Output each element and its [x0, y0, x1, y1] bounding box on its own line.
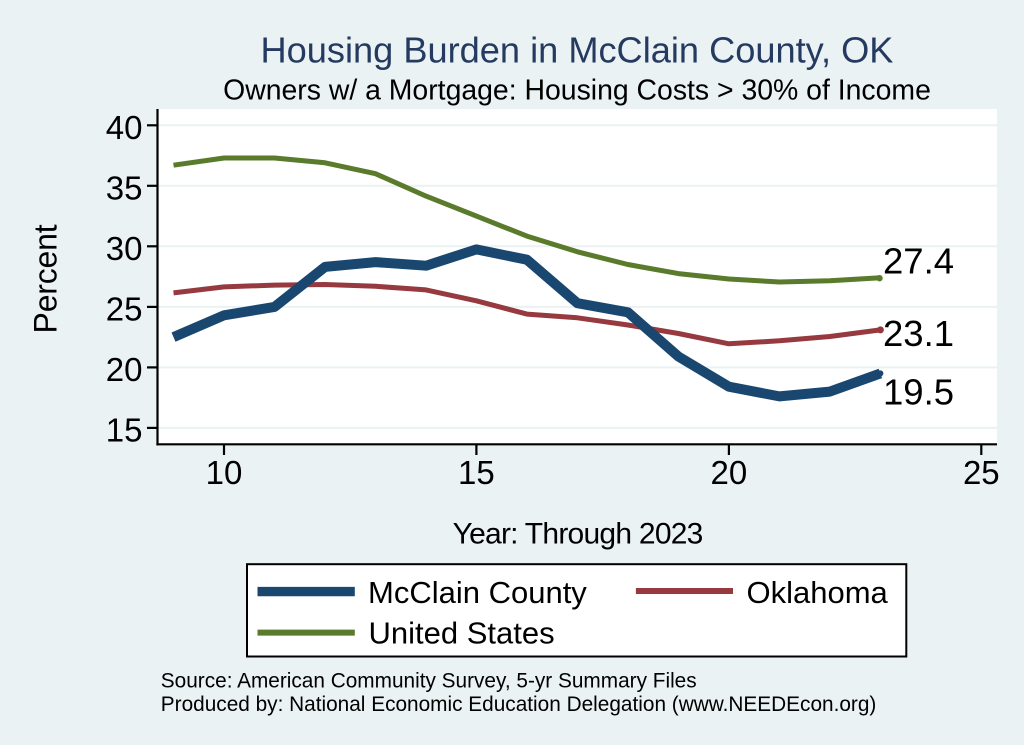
svg-text:15: 15 [106, 412, 143, 449]
svg-text:United States: United States [369, 616, 555, 651]
svg-text:15: 15 [458, 454, 495, 491]
svg-text:Oklahoma: Oklahoma [747, 575, 889, 610]
svg-text:Owners w/ a Mortgage: Housing: Owners w/ a Mortgage: Housing Costs > 30… [223, 75, 931, 107]
svg-text:25: 25 [106, 291, 143, 328]
svg-text:27.4: 27.4 [883, 241, 954, 282]
svg-text:20: 20 [106, 351, 143, 388]
svg-text:Year: Through 2023: Year: Through 2023 [453, 518, 703, 551]
svg-text:Percent: Percent [28, 224, 64, 333]
svg-text:10: 10 [206, 454, 243, 491]
svg-text:Source: American Community Sur: Source: American Community Survey, 5-yr … [161, 669, 697, 692]
svg-text:McClain County: McClain County [368, 575, 587, 610]
svg-text:25: 25 [963, 454, 1000, 491]
svg-text:19.5: 19.5 [883, 371, 954, 412]
svg-text:40: 40 [106, 109, 143, 146]
svg-text:35: 35 [106, 170, 143, 207]
svg-text:20: 20 [711, 454, 748, 491]
svg-text:30: 30 [106, 230, 143, 267]
svg-text:Produced by: National Economic: Produced by: National Economic Education… [161, 693, 877, 716]
svg-text:Housing Burden in McClain Coun: Housing Burden in McClain County, OK [261, 30, 894, 71]
svg-text:23.1: 23.1 [883, 313, 954, 354]
